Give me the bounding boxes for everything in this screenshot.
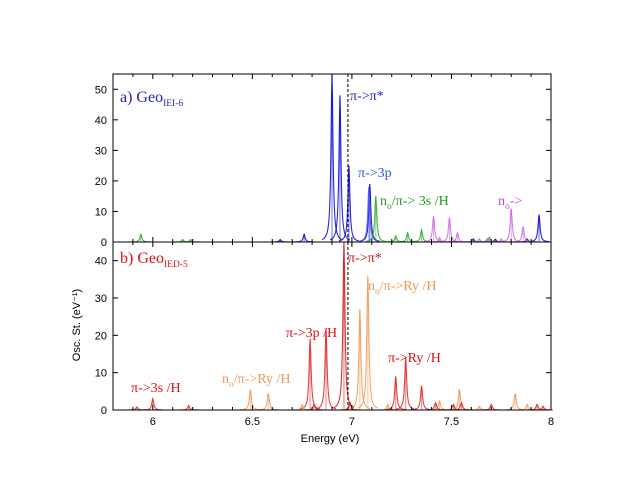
y-tick-label-b-1: 10 bbox=[95, 368, 107, 380]
annotation-no-pi-ry-h-b-lower: no/π->Ry /H bbox=[222, 372, 291, 390]
annotation-part: o bbox=[505, 202, 510, 212]
panel-b-marks bbox=[126, 241, 554, 411]
annotation-pi-3p-h-b: π->3p /H bbox=[286, 326, 337, 341]
x-tick-label-3: 7.5 bbox=[444, 416, 459, 428]
panel-a-marks bbox=[130, 73, 550, 243]
annotation-part: n bbox=[498, 194, 505, 209]
panel-b: b) GeoIED-5 π->π* no/π->Ry /H π->3p /H π… bbox=[120, 241, 554, 411]
peak-a-3-2 bbox=[439, 217, 460, 243]
panel-b-title: b) GeoIED-5 bbox=[120, 250, 188, 270]
annotation-pi-pi-star-a: π->π* bbox=[350, 89, 384, 104]
y-tick-label-b-3: 30 bbox=[95, 293, 107, 305]
panel-a-title: a) GeoIEI-6 bbox=[120, 89, 183, 109]
annotation-pi-3p-a: π->3p bbox=[358, 166, 392, 181]
annotation-part: n bbox=[380, 194, 387, 209]
annotation-part: /π->Ry /H bbox=[234, 372, 291, 387]
x-tick-label-1: 6.5 bbox=[245, 416, 260, 428]
series-a-3 bbox=[423, 208, 534, 243]
annotation-part: o bbox=[387, 202, 392, 212]
annotation-pi-3s-h-b: π->3s /H bbox=[131, 381, 181, 396]
axes: 0 10 20 30 40 50 0 10 20 30 40 6 6.5 7 7.5 8 bbox=[95, 73, 554, 428]
annotation-part: /π->Ry /H bbox=[380, 279, 437, 294]
panel-b-title-main: b) Geo bbox=[120, 250, 164, 267]
y-axis-label: Osc. St. (eV⁻¹) bbox=[71, 289, 83, 361]
series-b-2 bbox=[126, 396, 199, 411]
series-a-0 bbox=[270, 73, 550, 243]
y-tick-label-a-2: 20 bbox=[95, 176, 107, 188]
annotation-part: o bbox=[229, 380, 234, 390]
annotation-part: /π-> 3s /H bbox=[392, 194, 449, 209]
series-b-0 bbox=[333, 241, 360, 411]
panel-a: a) GeoIEI-6 π->π* π->3p no/π-> 3s /H no-… bbox=[120, 73, 550, 243]
y-tick-label-b-4: 40 bbox=[95, 256, 107, 268]
y-tick-label-a-0: 0 bbox=[101, 237, 107, 249]
annotation-no-pi-ry-h-b-upper: no/π->Ry /H bbox=[368, 279, 437, 297]
panel-a-title-main: a) Geo bbox=[120, 89, 163, 106]
annotation-pi-pi-star-b: π->π* bbox=[348, 251, 382, 266]
y-tick-label-a-3: 30 bbox=[95, 145, 107, 157]
panel-b-title-sub: IED-5 bbox=[164, 260, 188, 270]
peak-b-4-1 bbox=[395, 357, 416, 410]
y-tick-label-a-1: 10 bbox=[95, 206, 107, 218]
annotation-part: n bbox=[222, 372, 229, 387]
annotation-part: n bbox=[368, 279, 375, 294]
annotation-part: o bbox=[375, 287, 380, 297]
series-b-3 bbox=[240, 275, 538, 411]
y-tick-label-a-4: 40 bbox=[95, 115, 107, 127]
y-tick-label-b-0: 0 bbox=[101, 405, 107, 417]
annotation-part: -> bbox=[510, 194, 523, 209]
annotation-pi-ry-h-b: π->Ry /H bbox=[388, 351, 441, 366]
y-tick-label-a-5: 50 bbox=[95, 84, 107, 96]
x-axis-label: Energy (eV) bbox=[301, 433, 360, 445]
x-tick-label-0: 6 bbox=[150, 416, 156, 428]
peak-b-4-2 bbox=[411, 385, 432, 411]
peak-a-2-3 bbox=[365, 196, 386, 242]
y-tick-label-b-2: 20 bbox=[95, 330, 107, 342]
annotation-no-pi-3s-h-a: no/π-> 3s /H bbox=[380, 194, 449, 212]
x-tick-label-4: 8 bbox=[548, 416, 554, 428]
annotation-no-a: no-> bbox=[498, 194, 522, 212]
peak-a-0-1 bbox=[329, 95, 351, 241]
panel-a-title-sub: IEI-6 bbox=[163, 99, 183, 109]
x-tick-label-2: 7 bbox=[349, 416, 355, 428]
